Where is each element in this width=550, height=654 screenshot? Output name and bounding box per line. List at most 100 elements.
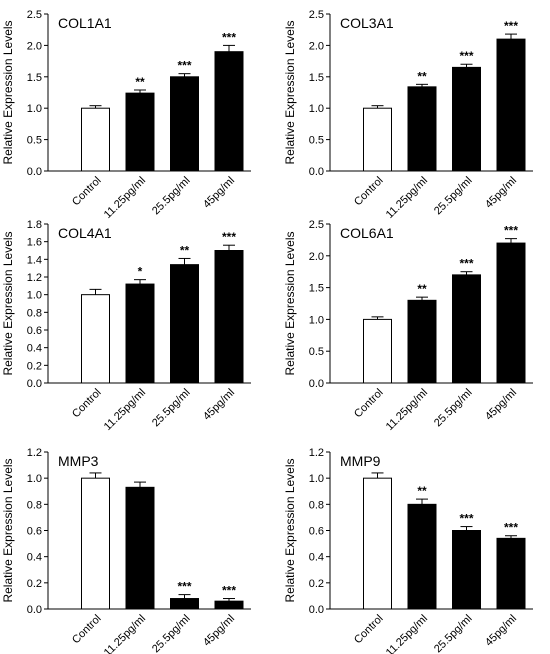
significance-label: *** [222, 584, 236, 598]
bar [81, 107, 110, 172]
category-label: 45pg/ml [201, 613, 237, 649]
significance-label: ** [417, 282, 427, 296]
y-tick-label: 0.6 [27, 526, 42, 538]
bar [170, 264, 199, 384]
y-tick-label: 0.0 [309, 166, 324, 178]
category-label: 25.5pg/ml [150, 387, 193, 430]
y-tick-label: 0.8 [309, 499, 324, 511]
category-label: 45pg/ml [483, 175, 519, 211]
y-tick-label: 0.5 [309, 135, 324, 147]
significance-label: *** [504, 521, 518, 535]
y-axis-label: Relative Expression Levels [1, 231, 15, 375]
category-label: 11.25pg/ml [102, 613, 148, 654]
bar [407, 503, 437, 610]
bar [125, 92, 155, 172]
bar [407, 299, 437, 384]
y-tick-label: 1.0 [27, 103, 42, 115]
significance-label: *** [459, 49, 473, 63]
category-label: 25.5pg/ml [150, 175, 193, 218]
significance-label: *** [222, 30, 236, 44]
bar [407, 86, 437, 172]
category-label: 11.25pg/ml [384, 387, 430, 433]
bar [214, 250, 244, 384]
chart-col6a1: 0.0 0.5 1.0 1.5 2.0 2.5 Relative Expression Le… [283, 219, 533, 433]
y-tick-label: 0.4 [309, 552, 324, 564]
significance-label: *** [177, 580, 191, 594]
bar [81, 477, 110, 610]
category-label: 45pg/ml [201, 387, 237, 423]
bar [363, 318, 392, 384]
significance-label: *** [504, 19, 518, 33]
y-tick-label: 2.0 [27, 40, 42, 52]
category-label: Control [352, 613, 386, 647]
y-tick-label: 1.4 [27, 254, 42, 266]
significance-label: ** [417, 484, 427, 498]
y-axis-label: Relative Expression Levels [1, 458, 15, 602]
category-label: 11.25pg/ml [102, 387, 148, 433]
y-tick-label: 0.2 [309, 578, 324, 590]
y-tick-label: 1.0 [309, 314, 324, 326]
significance-label: *** [222, 230, 236, 244]
y-tick-label: 0.6 [309, 526, 324, 538]
y-tick-label: 1.2 [27, 272, 42, 284]
category-label: 25.5pg/ml [432, 387, 475, 430]
y-tick-label: 1.0 [27, 290, 42, 302]
y-tick-label: 0.2 [27, 578, 42, 590]
category-label: Control [352, 175, 386, 209]
bar [363, 107, 392, 172]
category-label: Control [70, 387, 104, 421]
y-tick-label: 1.2 [309, 447, 324, 459]
category-label: 25.5pg/ml [432, 613, 475, 654]
y-tick-label: 0.2 [27, 360, 42, 372]
bar [214, 51, 244, 172]
bar [496, 38, 526, 172]
chart-title: MMP3 [58, 453, 99, 469]
y-tick-label: 0.5 [309, 346, 324, 358]
chart-title: COL6A1 [340, 225, 394, 241]
y-tick-label: 2.0 [309, 40, 324, 52]
significance-label: ** [135, 75, 145, 89]
chart-col4a1: 0.0 0.2 0.4 0.6 0.8 1.0 1.2 1.4 1.6 1.8 Relative E… [1, 219, 251, 433]
significance-label: ** [417, 69, 427, 83]
chart-mmp3: 0.0 0.2 0.4 0.6 0.8 1.0 1.2 Relative Expression… [1, 447, 251, 654]
bar [452, 530, 481, 610]
chart-title: COL3A1 [340, 15, 394, 31]
category-label: 45pg/ml [201, 175, 237, 211]
y-tick-label: 0.0 [27, 378, 42, 390]
y-tick-label: 0.8 [27, 499, 42, 511]
y-tick-label: 2.0 [309, 251, 324, 263]
y-tick-label: 0.4 [27, 343, 42, 355]
category-label: 25.5pg/ml [432, 175, 475, 218]
significance-label: * [138, 265, 143, 279]
y-tick-label: 1.8 [27, 219, 42, 231]
chart-mmp9: 0.0 0.2 0.4 0.6 0.8 1.0 1.2 Relative Expression… [283, 447, 533, 654]
bar [125, 486, 155, 610]
y-axis-label: Relative Expression Levels [1, 20, 15, 164]
chart-title: COL1A1 [58, 15, 112, 31]
y-tick-label: 2.5 [309, 9, 324, 21]
y-axis-label: Relative Expression Levels [283, 458, 297, 602]
y-tick-label: 0.5 [27, 135, 42, 147]
category-label: 11.25pg/ml [384, 613, 430, 654]
chart-title: MMP9 [340, 453, 381, 469]
category-label: 11.25pg/ml [384, 175, 430, 221]
y-tick-label: 2.5 [309, 219, 324, 231]
bar [170, 598, 199, 610]
category-label: 25.5pg/ml [150, 613, 193, 654]
category-label: Control [352, 387, 386, 421]
y-tick-label: 1.6 [27, 237, 42, 249]
significance-label: *** [459, 512, 473, 526]
chart-title: COL4A1 [58, 225, 112, 241]
y-tick-label: 1.5 [27, 72, 42, 84]
y-tick-label: 1.2 [27, 447, 42, 459]
bar [496, 242, 526, 384]
y-tick-label: 1.5 [309, 283, 324, 295]
y-tick-label: 2.5 [27, 9, 42, 21]
y-tick-label: 1.0 [309, 473, 324, 485]
category-label: 11.25pg/ml [102, 175, 148, 221]
chart-col3a1: 0.0 0.5 1.0 1.5 2.0 2.5 Relative Expression Le… [283, 9, 533, 221]
bar [81, 294, 110, 384]
y-tick-label: 0.6 [27, 325, 42, 337]
y-tick-label: 0.0 [309, 378, 324, 390]
